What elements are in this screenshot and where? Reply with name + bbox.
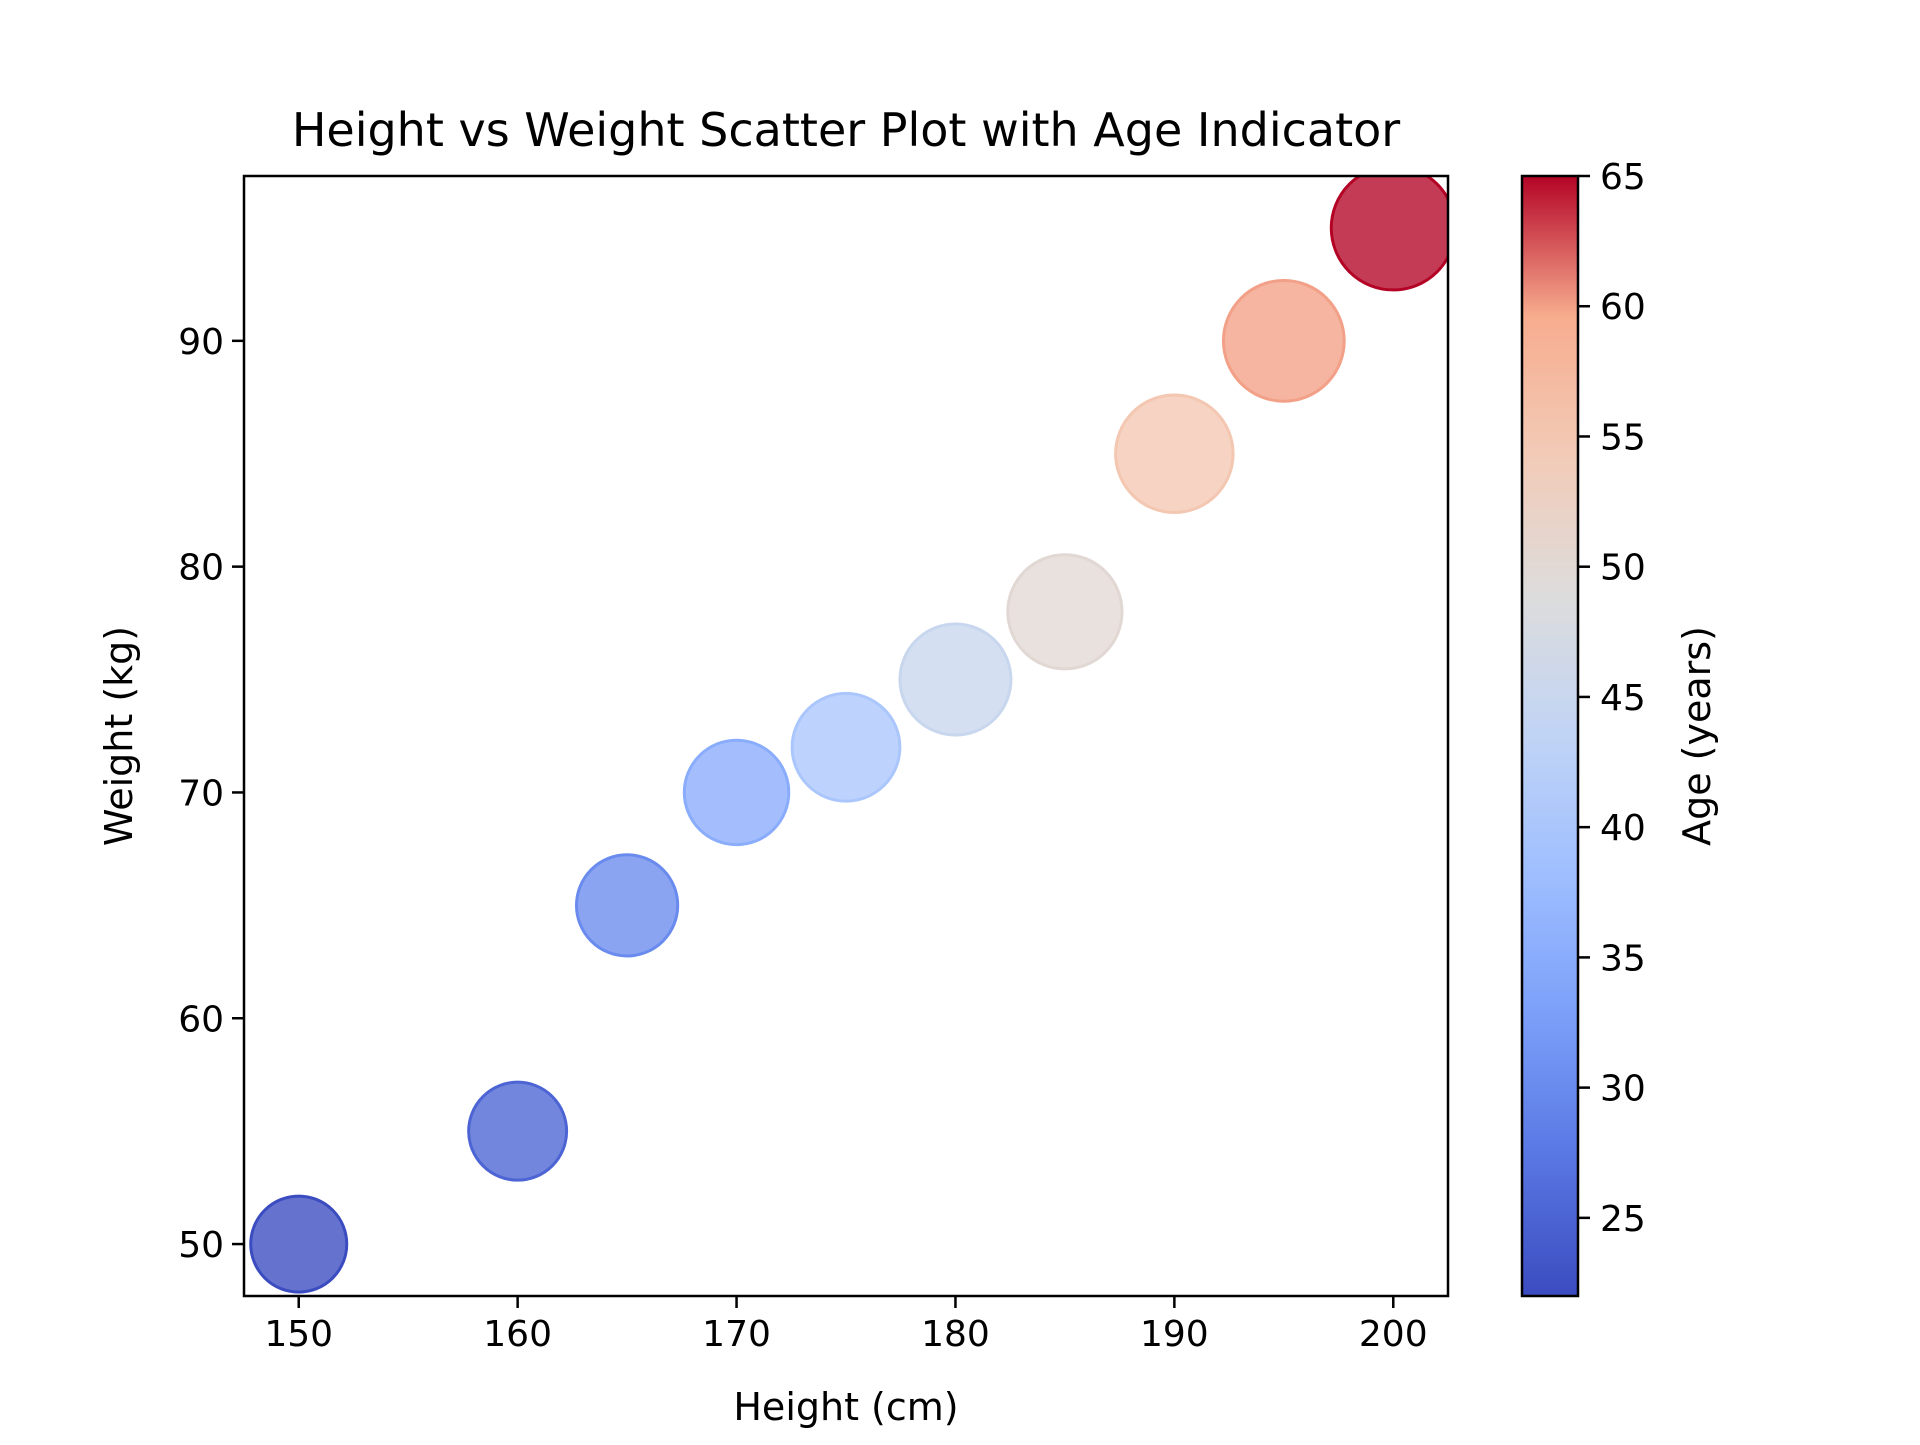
x-tick-label: 150 <box>264 1314 333 1355</box>
y-tick-label: 60 <box>178 999 224 1040</box>
colorbar-tick-label: 65 <box>1600 157 1646 198</box>
x-tick-label: 180 <box>921 1314 990 1355</box>
scatter-point <box>467 1080 569 1182</box>
scatter-point <box>1006 553 1124 671</box>
x-axis-label: Height (cm) <box>733 1385 958 1429</box>
colorbar <box>1520 174 1580 1298</box>
colorbar-label: Age (years) <box>1675 626 1719 846</box>
colorbar-axis: 25 30 35 40 45 50 55 60 65 <box>1578 157 1646 1240</box>
y-tick-label: 50 <box>178 1225 224 1266</box>
y-tick-label: 80 <box>178 548 224 589</box>
scatter-point <box>682 738 791 847</box>
colorbar-tick-label: 50 <box>1600 548 1646 589</box>
x-axis: 150 160 170 180 190 200 <box>264 1296 1428 1355</box>
colorbar-tick-label: 55 <box>1600 417 1646 458</box>
colorbar-tick-label: 60 <box>1600 287 1646 328</box>
colorbar-tick-label: 40 <box>1600 808 1646 849</box>
plot-frame <box>242 174 1450 1298</box>
y-axis-label: Weight (kg) <box>97 626 141 846</box>
scatter-point <box>249 1194 349 1294</box>
colorbar-tick-label: 30 <box>1600 1069 1646 1110</box>
colorbar-tick-label: 25 <box>1600 1199 1646 1240</box>
colorbar-tick-label: 45 <box>1600 678 1646 719</box>
scatter-point <box>898 622 1013 737</box>
scatter-point <box>790 691 902 803</box>
scatter-point <box>1114 393 1235 514</box>
scatter-point <box>1221 278 1346 403</box>
chart-title: Height vs Weight Scatter Plot with Age I… <box>292 103 1400 157</box>
y-axis: 50 60 70 80 90 <box>178 322 244 1266</box>
x-tick-label: 160 <box>483 1314 552 1355</box>
scatter-point <box>574 853 680 958</box>
scatter-point <box>1329 176 1448 292</box>
y-tick-label: 70 <box>178 773 224 814</box>
x-tick-label: 200 <box>1359 1314 1428 1355</box>
x-tick-label: 190 <box>1140 1314 1209 1355</box>
points-layer <box>249 176 1448 1294</box>
colorbar-tick-label: 35 <box>1600 938 1646 979</box>
x-tick-label: 170 <box>702 1314 771 1355</box>
y-tick-label: 90 <box>178 322 224 363</box>
